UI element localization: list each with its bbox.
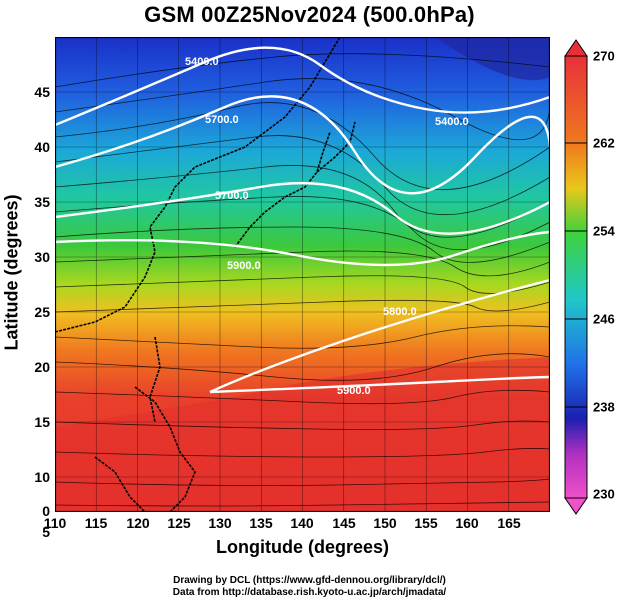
y-tick-label: 10: [34, 469, 50, 485]
colorbar-label: 238: [593, 399, 615, 415]
colorbar-label: 270: [593, 48, 615, 64]
contour-label-3: 5700.0: [215, 190, 249, 202]
map-title: GSM 00Z25Nov2024 (500.0hPa): [144, 2, 475, 27]
colorbar-label: 262: [593, 135, 615, 151]
credit-data: Data from http://database.rish.kyoto-u.a…: [172, 587, 447, 598]
colorbar-label: 254: [593, 223, 615, 239]
cold-core-shading: [435, 37, 550, 81]
map-plot: 5400.0 5700.0 5700.0 5400.0 5900.0 5800.…: [55, 37, 550, 512]
x-tick-label: 165: [497, 515, 521, 531]
lat-lon-grid: [55, 37, 550, 512]
x-tick-label: 135: [249, 515, 273, 531]
x-tick-label: 115: [84, 515, 108, 531]
credit-drawing: Drawing by DCL (https://www.gfd-dennou.o…: [173, 575, 446, 586]
contour-label-6: 5800.0: [383, 306, 417, 318]
contour-labels: 5400.0 5700.0 5700.0 5400.0 5900.0 5800.…: [185, 56, 469, 397]
x-tick-label: 145: [332, 515, 356, 531]
contour-label-1: 5400.0: [185, 56, 219, 68]
x-axis-label: Longitude (degrees): [215, 537, 389, 557]
x-tick-label: 125: [167, 515, 191, 531]
colorbar-label: 230: [593, 486, 615, 502]
y-tick-label: 40: [34, 139, 50, 155]
contour-label-2: 5700.0: [205, 114, 239, 126]
x-tick-label: 120: [126, 515, 150, 531]
height-contours: [55, 46, 550, 394]
y-tick-label: 20: [34, 359, 50, 375]
x-tick-label: 150: [373, 515, 397, 531]
x-tick-label: 130: [208, 515, 232, 531]
y-tick-label: 0: [42, 503, 50, 519]
x-tick-label: 160: [455, 515, 479, 531]
y-tick-label: 5: [42, 524, 50, 540]
x-tick-label: 140: [290, 515, 314, 531]
plot-border: [55, 37, 550, 512]
x-tick-label: 155: [414, 515, 438, 531]
credits: Drawing by DCL (https://www.gfd-dennou.o…: [0, 575, 619, 599]
y-tick-label: 25: [34, 304, 50, 320]
colorbar-bottom-arrow: [564, 497, 588, 515]
y-tick-label: 45: [34, 84, 50, 100]
y-tick-label: 30: [34, 249, 50, 265]
x-tick-label: 110: [43, 515, 67, 531]
contour-label-5: 5900.0: [227, 260, 261, 272]
contour-label-4: 5400.0: [435, 116, 469, 128]
y-tick-label: 15: [34, 414, 50, 430]
colorbar-top-arrow: [564, 39, 588, 57]
colorbar-scale: [564, 55, 588, 499]
colorbar: [564, 39, 588, 515]
colorbar-label: 246: [593, 311, 615, 327]
coastlines: [55, 37, 356, 512]
y-tick-label: 35: [34, 194, 50, 210]
contour-label-7: 5900.0: [337, 385, 371, 397]
